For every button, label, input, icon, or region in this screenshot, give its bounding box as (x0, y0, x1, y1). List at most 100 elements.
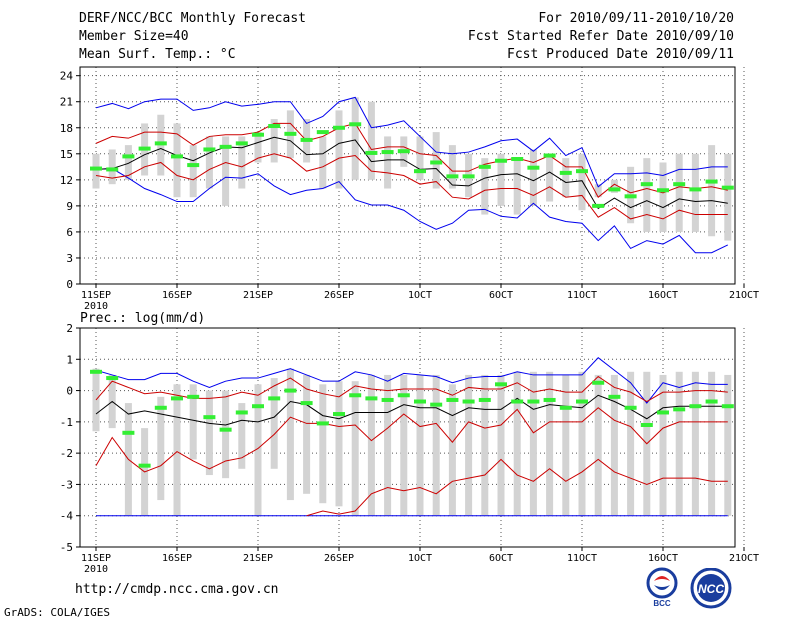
prec-median-marker (300, 401, 313, 406)
temp-median-marker (446, 174, 459, 179)
temp-ensemble-box (254, 132, 262, 163)
prec-median-marker (90, 369, 102, 374)
temp-ensemble-box (205, 136, 213, 189)
temp-ensemble-box (546, 153, 554, 202)
prec-median-marker (365, 396, 378, 401)
temp-ensemble-box (270, 119, 278, 163)
temp-median-marker (171, 154, 183, 159)
prec-ensemble-box (513, 371, 521, 516)
temp-lower-outer-line (95, 168, 729, 254)
temp-median-marker (381, 150, 394, 155)
temp-median-marker (268, 124, 281, 129)
temp-ytick-label: 3 (66, 252, 73, 265)
temp-median-marker (430, 160, 443, 165)
temp-ytick-label: 15 (60, 148, 73, 161)
temp-median-marker (608, 187, 621, 192)
prec-ytick-label: 0 (66, 385, 73, 398)
prec-median-marker (333, 412, 345, 417)
temp-median-marker (543, 153, 556, 158)
prec-median-marker (559, 405, 572, 410)
prec-lowest-member-line (306, 458, 728, 517)
temp-ensemble-box (643, 158, 651, 232)
temp-ensemble-box (124, 145, 132, 180)
temp-ensemble-box (319, 136, 327, 189)
prec-median-marker (349, 393, 362, 398)
temp-ensemble-box (578, 153, 586, 211)
prec-median-marker (689, 404, 702, 409)
prec-median-marker (511, 399, 524, 404)
prec-xtick-label: 11OCT (567, 553, 597, 564)
grads-credit: GrADS: COLA/IGES (4, 606, 110, 619)
temp-median-marker (689, 187, 702, 192)
prec-xtick-label: 21OCT (729, 553, 759, 564)
temp-ensemble-box (529, 149, 537, 206)
temp-median-marker (106, 167, 119, 172)
temp-ytick-label: 12 (60, 174, 73, 187)
prec-ytick-label: -4 (60, 510, 74, 523)
temp-median-marker (300, 137, 313, 142)
prec-ensemble-box (432, 374, 440, 516)
prec-ensemble-box (157, 396, 165, 501)
temp-ensemble-box (675, 153, 683, 232)
temperature-variable-label: Mean Surf. Temp.: °C (79, 47, 236, 62)
prec-median-marker (203, 415, 216, 420)
forecast-produced-date: Fcst Produced Date 2010/09/11 (507, 47, 734, 62)
prec-median-marker (657, 410, 669, 415)
prec-ensemble-box (675, 371, 683, 516)
prec-ensemble-box (708, 371, 716, 516)
temp-ensemble-box (659, 162, 667, 232)
prec-xtick-sublabel: 2010 (84, 564, 108, 575)
prec-upper-inner-line (95, 375, 728, 403)
prec-ensemble-box (529, 371, 537, 516)
temp-ensemble-box (708, 145, 716, 237)
temp-median-marker (154, 141, 167, 146)
prec-median-marker (122, 430, 135, 435)
prec-ensemble-box (384, 374, 392, 516)
prec-median-marker (430, 402, 443, 407)
temp-ensemble-box (513, 158, 521, 215)
temp-ensemble-box (691, 153, 699, 232)
source-url[interactable]: http://cmdp.ncc.cma.gov.cn (75, 582, 279, 597)
prec-ensemble-box (627, 371, 635, 516)
temp-lower-inner-line (95, 153, 728, 220)
temp-median-marker (657, 188, 669, 193)
prec-ytick-label: -3 (60, 478, 73, 491)
prec-median-marker (219, 427, 232, 432)
temp-median-marker (414, 169, 426, 174)
temp-xtick-sublabel: 2010 (84, 301, 108, 312)
prec-median-marker (284, 388, 297, 393)
temp-ensemble-box (367, 101, 375, 180)
temp-ensemble-box (222, 136, 230, 206)
prec-xtick-label: 6OCT (489, 553, 513, 564)
temp-median-marker (397, 149, 410, 154)
prec-ensemble-box (205, 390, 213, 476)
temp-median-marker (349, 122, 362, 127)
prec-ensemble-box (270, 378, 278, 469)
temp-median-marker (721, 185, 734, 190)
prec-ensemble-box (222, 390, 230, 479)
temp-median-marker (576, 169, 588, 174)
prec-median-marker (446, 397, 459, 402)
prec-ensemble-box (351, 381, 359, 516)
temp-median-marker (640, 182, 653, 187)
prec-median-marker (268, 396, 281, 401)
prec-median-marker (252, 404, 264, 409)
temp-median-marker (592, 203, 605, 208)
temp-median-marker (624, 194, 637, 199)
temp-ensemble-box (610, 179, 618, 193)
prec-xtick-label: 21SEP (243, 553, 273, 564)
prec-ensemble-box (416, 374, 424, 516)
prec-xtick-label: 26SEP (324, 553, 354, 564)
temp-upper-outer-line (95, 96, 728, 188)
temp-ytick-label: 24 (60, 70, 74, 83)
prec-ensemble-box (319, 384, 327, 504)
prec-plot-frame (79, 327, 736, 548)
temp-median-marker (333, 125, 345, 130)
prec-ytick-label: -2 (60, 447, 73, 460)
temp-ensemble-box (189, 145, 197, 198)
prec-median-marker (576, 399, 588, 404)
temp-plot-frame (79, 66, 736, 285)
temp-ensemble-box (497, 153, 505, 206)
forecast-start-date: Fcst Started Refer Date 2010/09/10 (467, 29, 734, 44)
